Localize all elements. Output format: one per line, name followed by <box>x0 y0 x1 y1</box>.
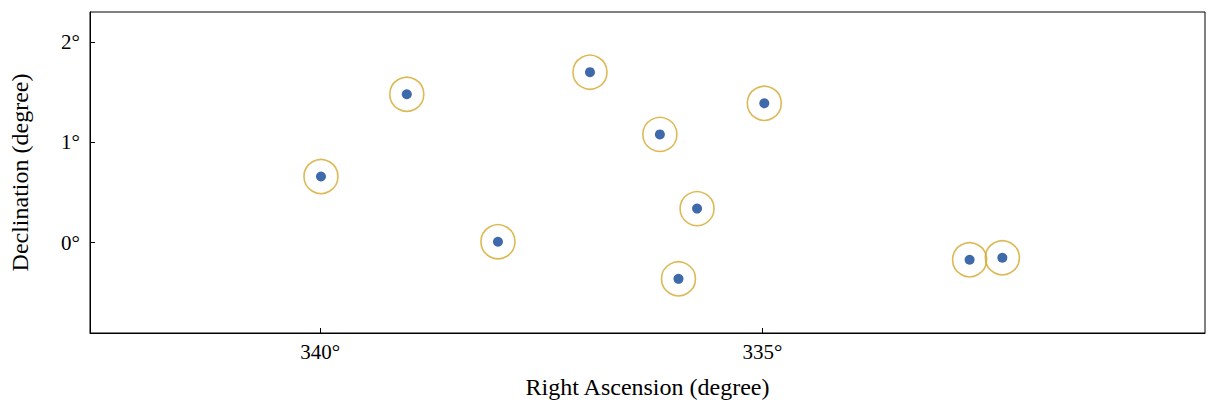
svg-text:0°: 0° <box>61 231 80 255</box>
svg-text:Declination (degree): Declination (degree) <box>7 74 33 272</box>
svg-text:1°: 1° <box>61 130 80 154</box>
svg-text:2°: 2° <box>61 30 80 54</box>
svg-text:Right Ascension (degree): Right Ascension (degree) <box>526 374 770 400</box>
svg-text:335°: 335° <box>743 340 783 364</box>
svg-text:340°: 340° <box>300 340 340 364</box>
